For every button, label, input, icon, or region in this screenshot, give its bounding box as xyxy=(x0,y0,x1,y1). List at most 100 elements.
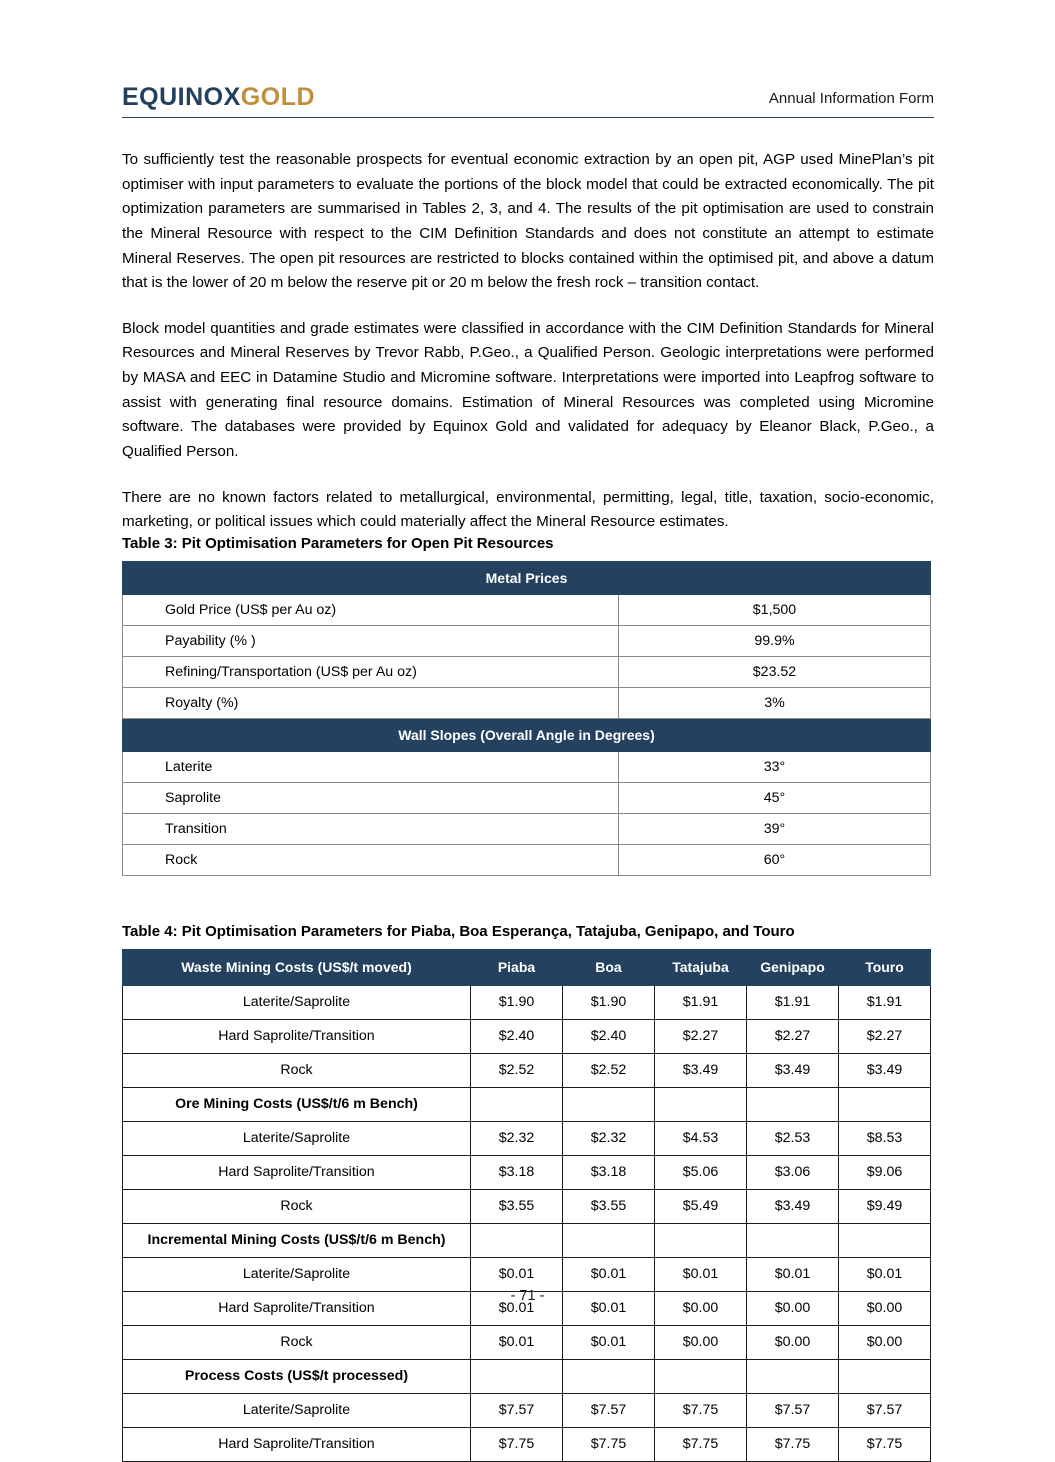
table4-header-col-touro: Touro xyxy=(838,948,931,986)
table-row: Royalty (%) 3% xyxy=(122,686,931,719)
equinox-gold-logo: EQUINOXGOLD xyxy=(122,85,315,117)
table4-cell: $1.90 xyxy=(470,984,563,1020)
table4-cell: $7.75 xyxy=(838,1426,931,1462)
table4-cell: $0.00 xyxy=(654,1290,747,1326)
table4-cell: $4.53 xyxy=(654,1120,747,1156)
table4-row-label: Laterite/Saprolite xyxy=(122,1256,471,1292)
table4-cell: $3.49 xyxy=(746,1188,839,1224)
table4-cell: $9.06 xyxy=(838,1154,931,1190)
table4-row-label: Hard Saprolite/Transition xyxy=(122,1018,471,1054)
table4-cell xyxy=(838,1222,931,1258)
table4-row-label: Rock xyxy=(122,1052,471,1088)
table3-row-value: 45° xyxy=(618,781,931,814)
table4-cell: $2.52 xyxy=(562,1052,655,1088)
table4-header-first-col: Waste Mining Costs (US$/t moved) xyxy=(122,948,471,986)
table-pit-optimisation-open-pit-resources: Metal Prices Gold Price (US$ per Au oz) … xyxy=(122,560,931,876)
table3-row-value: 99.9% xyxy=(618,624,931,657)
table4-cell: $0.00 xyxy=(746,1324,839,1360)
table4-cell: $0.01 xyxy=(654,1256,747,1292)
table3-caption: Table 3: Pit Optimisation Parameters for… xyxy=(122,534,554,552)
table3-section-header-row: Metal Prices xyxy=(122,560,931,595)
table-row: Rock $3.55 $3.55 $5.49 $3.49 $9.49 xyxy=(122,1188,931,1224)
table3-row-value: 39° xyxy=(618,812,931,845)
table4-row-label: Laterite/Saprolite xyxy=(122,1392,471,1428)
page-header: EQUINOXGOLD Annual Information Form xyxy=(122,74,934,118)
table4-header-col-tatajuba: Tatajuba xyxy=(654,948,747,986)
table4-cell: $2.53 xyxy=(746,1120,839,1156)
table4-cell: $2.52 xyxy=(470,1052,563,1088)
table-row: Laterite/Saprolite $7.57 $7.57 $7.75 $7.… xyxy=(122,1392,931,1428)
table4-row-label: Laterite/Saprolite xyxy=(122,984,471,1020)
page-number: - 71 - xyxy=(510,1288,545,1304)
table4-cell: $3.49 xyxy=(838,1052,931,1088)
table4-cell: $7.57 xyxy=(470,1392,563,1428)
table3-row-value: 60° xyxy=(618,843,931,876)
table4-cell: $1.91 xyxy=(654,984,747,1020)
table4-row-label: Laterite/Saprolite xyxy=(122,1120,471,1156)
table4-cell: $3.55 xyxy=(562,1188,655,1224)
table3-section-header-metal-prices: Metal Prices xyxy=(122,560,931,595)
table-row: Gold Price (US$ per Au oz) $1,500 xyxy=(122,593,931,626)
table4-cell: $2.27 xyxy=(746,1018,839,1054)
table-row: Laterite 33° xyxy=(122,750,931,783)
table4-header-row: Waste Mining Costs (US$/t moved) Piaba B… xyxy=(122,948,931,986)
table4-cell xyxy=(838,1086,931,1122)
table4-cell: $7.57 xyxy=(838,1392,931,1428)
table4-cell xyxy=(470,1222,563,1258)
page-content: To sufficiently test the reasonable pros… xyxy=(122,148,934,1462)
table4-cell xyxy=(838,1358,931,1394)
table4-cell: $2.32 xyxy=(562,1120,655,1156)
table4-cell: $2.27 xyxy=(654,1018,747,1054)
table4-cell: $2.40 xyxy=(470,1018,563,1054)
table3-row-label: Gold Price (US$ per Au oz) xyxy=(122,593,619,626)
table4-caption: Table 4: Pit Optimisation Parameters for… xyxy=(122,922,795,940)
table4-cell xyxy=(746,1086,839,1122)
table4-cell: $0.01 xyxy=(746,1256,839,1292)
table3-row-value: $1,500 xyxy=(618,593,931,626)
table3-row-label: Laterite xyxy=(122,750,619,783)
table-row: Transition 39° xyxy=(122,812,931,845)
table4-section-label-incremental-mining-costs: Incremental Mining Costs (US$/t/6 m Benc… xyxy=(122,1222,471,1258)
table4-cell: $0.01 xyxy=(470,1324,563,1360)
table4-cell: $5.49 xyxy=(654,1188,747,1224)
table4-cell: $1.90 xyxy=(562,984,655,1020)
table4-cell xyxy=(470,1086,563,1122)
table4-cell: $9.49 xyxy=(838,1188,931,1224)
table4-cell: $7.57 xyxy=(562,1392,655,1428)
table-spacer xyxy=(122,876,934,923)
table4-cell: $0.00 xyxy=(838,1324,931,1360)
table-row: Laterite/Saprolite $1.90 $1.90 $1.91 $1.… xyxy=(122,984,931,1020)
table3-row-label: Royalty (%) xyxy=(122,686,619,719)
table3-row-label: Refining/Transportation (US$ per Au oz) xyxy=(122,655,619,688)
table4-cell: $3.55 xyxy=(470,1188,563,1224)
table4-cell: $7.75 xyxy=(470,1426,563,1462)
table4-cell xyxy=(746,1358,839,1394)
table4-cell xyxy=(654,1222,747,1258)
table-row: Hard Saprolite/Transition $0.01 $0.01 $0… xyxy=(122,1290,931,1326)
table4-cell: $2.27 xyxy=(838,1018,931,1054)
table4-section-row: Ore Mining Costs (US$/t/6 m Bench) xyxy=(122,1086,931,1122)
table3-row-label: Transition xyxy=(122,812,619,845)
table4-cell: $0.00 xyxy=(746,1290,839,1326)
table4-row-label: Hard Saprolite/Transition xyxy=(122,1154,471,1190)
table4-section-label-process-costs: Process Costs (US$/t processed) xyxy=(122,1358,471,1394)
table4-cell xyxy=(654,1358,747,1394)
paragraph-1: To sufficiently test the reasonable pros… xyxy=(122,151,934,292)
table4-row-label: Rock xyxy=(122,1188,471,1224)
table-row: Payability (% ) 99.9% xyxy=(122,624,931,657)
table4-header-col-piaba: Piaba xyxy=(470,948,563,986)
table3-row-label: Payability (% ) xyxy=(122,624,619,657)
table-row: Refining/Transportation (US$ per Au oz) … xyxy=(122,655,931,688)
table4-cell: $7.75 xyxy=(654,1392,747,1428)
table3-section-header-wall-slopes: Wall Slopes (Overall Angle in Degrees) xyxy=(122,717,931,752)
logo-text-equinox: EQUINOX xyxy=(122,83,241,111)
table4-body: Waste Mining Costs (US$/t moved) Piaba B… xyxy=(122,948,931,1462)
table4-cell: $1.91 xyxy=(838,984,931,1020)
table4-section-label-ore-mining-costs: Ore Mining Costs (US$/t/6 m Bench) xyxy=(122,1086,471,1122)
document-page: EQUINOXGOLD Annual Information Form To s… xyxy=(122,74,934,1462)
logo-text-gold: GOLD xyxy=(240,83,316,111)
table4-header-col-genipapo: Genipapo xyxy=(746,948,839,986)
table4-cell: $7.75 xyxy=(746,1426,839,1462)
table4-cell xyxy=(470,1358,563,1394)
table3-row-value: $23.52 xyxy=(618,655,931,688)
